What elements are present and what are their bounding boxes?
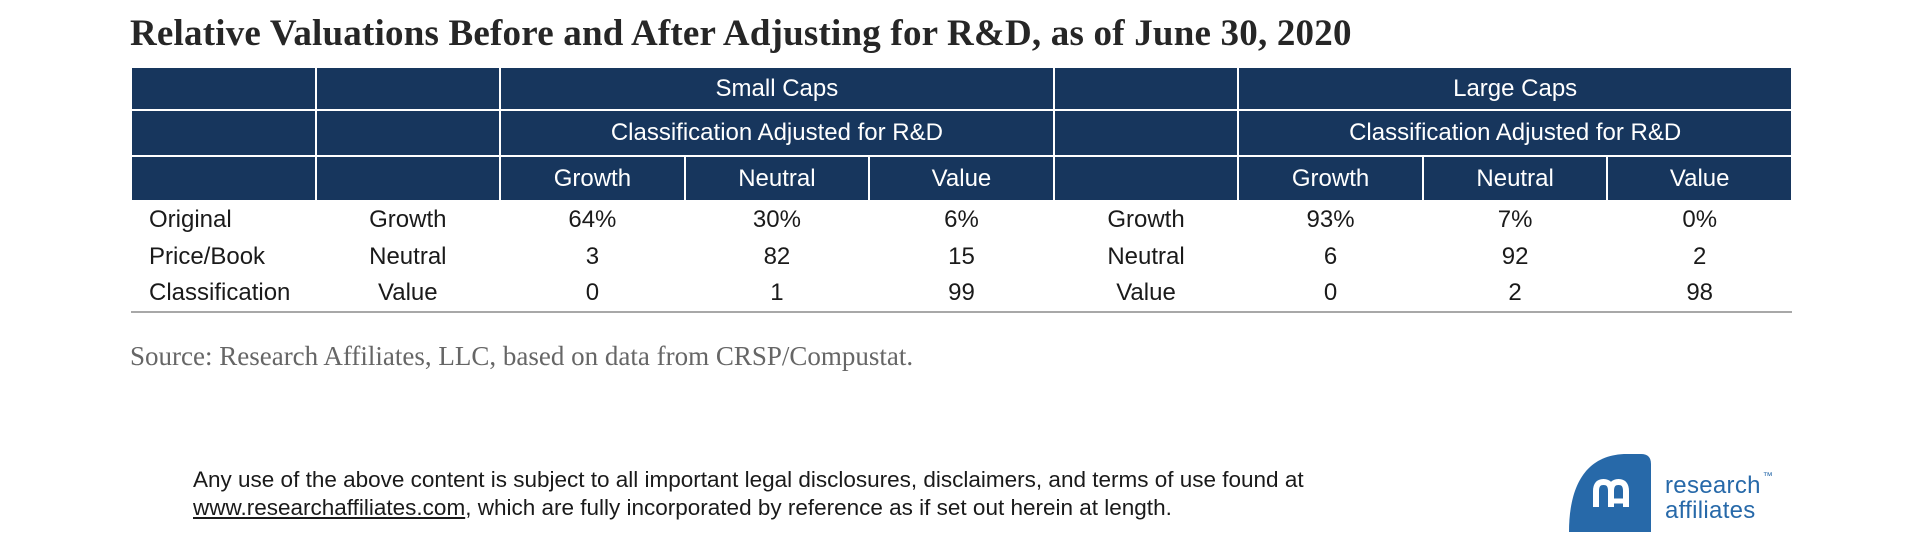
- row-classification-large: Value: [1053, 275, 1239, 313]
- subheader-large-caps: Classification Adjusted for R&D: [1237, 109, 1793, 157]
- header-spacer-cell: [1052, 109, 1240, 157]
- header-spacer-cell: [1052, 155, 1240, 202]
- data-cell: 0: [500, 275, 685, 313]
- row-label: Original: [131, 201, 316, 238]
- disclaimer-text-pre: Any use of the above content is subject …: [193, 467, 1304, 492]
- col-header-small-value: Value: [868, 155, 1055, 202]
- logo-wordmark-line1: research: [1665, 471, 1761, 499]
- header-spacer-cell: [130, 109, 317, 157]
- row-classification-small: Neutral: [315, 238, 501, 275]
- subheader-small-caps: Classification Adjusted for R&D: [499, 109, 1055, 157]
- data-cell: 2: [1422, 275, 1608, 313]
- table-row-original: Original Growth 64% 30% 6% Growth 93% 7%…: [131, 201, 1792, 238]
- row-classification-small: Value: [315, 275, 501, 313]
- data-cell: 7%: [1422, 201, 1608, 238]
- data-cell: 6%: [869, 201, 1054, 238]
- col-header-small-neutral: Neutral: [683, 155, 871, 202]
- source-note: Source: Research Affiliates, LLC, based …: [130, 341, 914, 371]
- website-link[interactable]: www.researchaffiliates.com: [193, 495, 466, 520]
- group-header-large-caps: Large Caps: [1237, 66, 1793, 111]
- data-cell: 0%: [1607, 201, 1792, 238]
- data-cell: 82: [684, 238, 870, 275]
- header-spacer-cell: [130, 66, 317, 111]
- row-classification-large: Neutral: [1053, 238, 1239, 275]
- data-cell: 93%: [1238, 201, 1423, 238]
- header-spacer-cell: [130, 155, 317, 202]
- table-row-price-book: Price/Book Neutral 3 82 15 Neutral 6 92 …: [131, 238, 1792, 275]
- figure-title: Relative Valuations Before and After Adj…: [130, 13, 1352, 54]
- research-affiliates-logo: research ™ affiliates: [1567, 452, 1773, 534]
- ra-monogram-icon: [1569, 454, 1651, 532]
- row-label: Classification: [131, 275, 316, 313]
- data-cell: 30%: [684, 201, 870, 238]
- data-cell: 99: [869, 275, 1054, 313]
- data-cell: 15: [869, 238, 1054, 275]
- data-cell: 0: [1238, 275, 1423, 313]
- legal-disclaimer: Any use of the above content is subject …: [193, 466, 1348, 522]
- header-spacer-cell: [314, 109, 502, 157]
- data-cell: 3: [500, 238, 685, 275]
- col-header-small-growth: Growth: [499, 155, 686, 202]
- data-cell: 98: [1607, 275, 1792, 313]
- data-cell: 1: [684, 275, 870, 313]
- table-row-classification: Classification Value 0 1 99 Value 0 2 98: [131, 275, 1792, 313]
- data-cell: 2: [1607, 238, 1792, 275]
- row-classification-small: Growth: [315, 201, 501, 238]
- group-header-small-caps: Small Caps: [499, 66, 1055, 111]
- data-cell: 64%: [500, 201, 685, 238]
- header-spacer-cell: [314, 155, 502, 202]
- valuations-table: Small Caps Large Caps Classification Adj…: [130, 66, 1793, 313]
- logo-wordmark: research ™ affiliates: [1665, 464, 1773, 523]
- header-spacer-cell: [1052, 66, 1240, 111]
- row-classification-large: Growth: [1053, 201, 1239, 238]
- row-label: Price/Book: [131, 238, 316, 275]
- data-cell: 92: [1422, 238, 1608, 275]
- subheader-row: Classification Adjusted for R&D Classifi…: [130, 109, 1793, 157]
- column-header-row: Growth Neutral Value Growth Neutral Valu…: [130, 155, 1793, 202]
- logo-wordmark-line2: affiliates: [1665, 496, 1756, 524]
- trademark-symbol: ™: [1762, 470, 1774, 482]
- header-spacer-cell: [314, 66, 502, 111]
- group-header-row: Small Caps Large Caps: [130, 66, 1793, 111]
- col-header-large-value: Value: [1606, 155, 1793, 202]
- col-header-large-growth: Growth: [1237, 155, 1424, 202]
- col-header-large-neutral: Neutral: [1421, 155, 1609, 202]
- disclaimer-text-post: , which are fully incorporated by refere…: [465, 495, 1172, 520]
- data-cell: 6: [1238, 238, 1423, 275]
